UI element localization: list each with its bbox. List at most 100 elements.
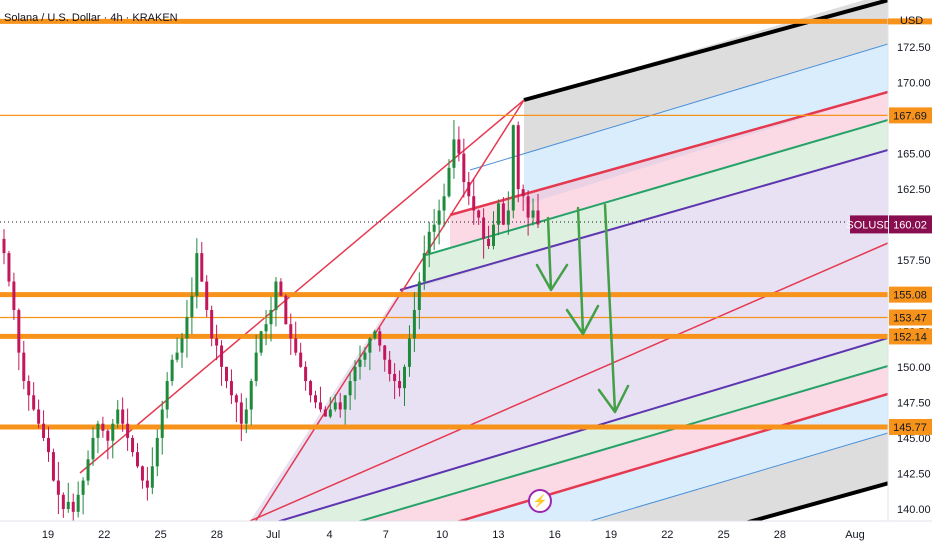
candle-body — [22, 352, 26, 382]
candle-body — [155, 437, 159, 467]
candle-body — [249, 381, 253, 410]
time-axis-background[interactable] — [0, 521, 932, 550]
candle-body — [314, 395, 317, 403]
candle-body — [536, 210, 540, 225]
price-tick-label: 145.00 — [897, 433, 931, 445]
candle-body — [447, 167, 451, 197]
projection-arrow-1 — [535, 216, 569, 292]
candle-body — [388, 359, 392, 374]
candle-body — [511, 125, 515, 211]
candle-body — [368, 338, 372, 353]
chart-title: Solana / U.S. Dollar · 4h · KRAKEN — [4, 12, 178, 24]
time-tick-label: 25 — [718, 529, 730, 541]
candle-body — [452, 139, 456, 168]
candle-body — [121, 409, 125, 424]
candle-body — [106, 430, 110, 441]
candle-body — [477, 210, 481, 218]
candle-body — [496, 203, 500, 225]
candle-body — [506, 210, 510, 225]
candle-body — [437, 210, 441, 225]
candle-body — [457, 139, 461, 154]
candle-body — [294, 338, 298, 353]
candle-body — [254, 352, 258, 382]
candle-body — [521, 189, 525, 197]
candle-body — [289, 324, 293, 339]
channel-line-blue-top — [469, 43, 888, 171]
candle-body — [323, 409, 327, 417]
candle-body — [126, 423, 130, 438]
candle-body — [180, 338, 184, 353]
candle-body — [116, 409, 120, 424]
candle-body — [170, 359, 174, 382]
candle-body — [363, 352, 367, 360]
candle-body — [343, 395, 347, 410]
candle-body — [225, 366, 228, 382]
time-tick-label: 19 — [605, 529, 617, 541]
candle-body — [56, 480, 60, 495]
candle-body — [244, 409, 248, 424]
candles — [2, 120, 540, 521]
price-tick-label: 162.50 — [897, 184, 931, 196]
candle-body — [205, 281, 209, 310]
candle-body — [526, 196, 530, 218]
candle-body — [442, 196, 446, 211]
candle-body — [210, 309, 214, 339]
symbol-tag-label: SOLUSD — [846, 219, 891, 231]
candle-body — [279, 281, 283, 296]
candle-body — [398, 381, 402, 389]
lightning-icon[interactable]: ⚡ — [528, 489, 552, 513]
time-tick-label: Aug — [845, 529, 865, 541]
candle-body — [37, 409, 41, 424]
channel-band-blue-top — [524, 44, 888, 205]
candle-body — [71, 501, 75, 512]
candle-body — [358, 359, 362, 367]
candle-body — [269, 309, 273, 325]
currency-label: USD — [900, 15, 923, 27]
channel-line-green-bottom — [357, 365, 888, 521]
candle-body — [160, 409, 164, 438]
channel-line-purple-median — [399, 149, 888, 291]
candle-body — [378, 331, 382, 346]
candle-body — [299, 352, 303, 367]
channel-band-red-top — [450, 92, 888, 248]
candle-body — [373, 331, 377, 339]
level-tag-label: 167.69 — [893, 110, 927, 122]
time-tick-label: 28 — [774, 529, 786, 541]
time-tick-label: 16 — [549, 529, 561, 541]
price-tick-label: 140.00 — [897, 504, 931, 516]
candle-body — [318, 402, 322, 410]
channel-line-blue-bottom — [588, 432, 888, 521]
level-tag — [889, 107, 932, 124]
candle-body — [42, 423, 46, 438]
channel-line-black-top — [523, 0, 888, 102]
time-tick-label: 7 — [383, 529, 389, 541]
candle-body — [274, 281, 278, 310]
candle-body — [309, 381, 313, 396]
candle-body — [422, 253, 426, 282]
time-tick-label: 25 — [154, 529, 166, 541]
candle-body — [7, 253, 11, 282]
candle-body — [185, 317, 189, 339]
time-tick-label: 13 — [492, 529, 504, 541]
projection-arrows[interactable] — [535, 203, 630, 414]
candle-body — [32, 395, 36, 410]
candle-body — [427, 231, 431, 254]
candle-body — [61, 494, 65, 509]
channel-line-red-mid — [249, 242, 888, 521]
pitchfork-channel[interactable] — [79, 0, 925, 530]
level-tag — [889, 328, 932, 345]
level-tag-label: 153.47 — [893, 313, 927, 325]
level-tag — [889, 309, 932, 326]
time-tick-label: 22 — [661, 529, 673, 541]
price-tick-label: 150.00 — [897, 362, 931, 374]
channel-line-black-bottom — [744, 481, 888, 521]
candle-body — [145, 480, 149, 488]
candle-body — [200, 253, 204, 282]
candle-body — [432, 224, 436, 232]
symbol-tag — [850, 215, 888, 234]
candle-body — [51, 452, 55, 481]
candle-body — [27, 381, 31, 396]
last-price-tag — [889, 215, 932, 234]
candle-body — [165, 381, 169, 410]
